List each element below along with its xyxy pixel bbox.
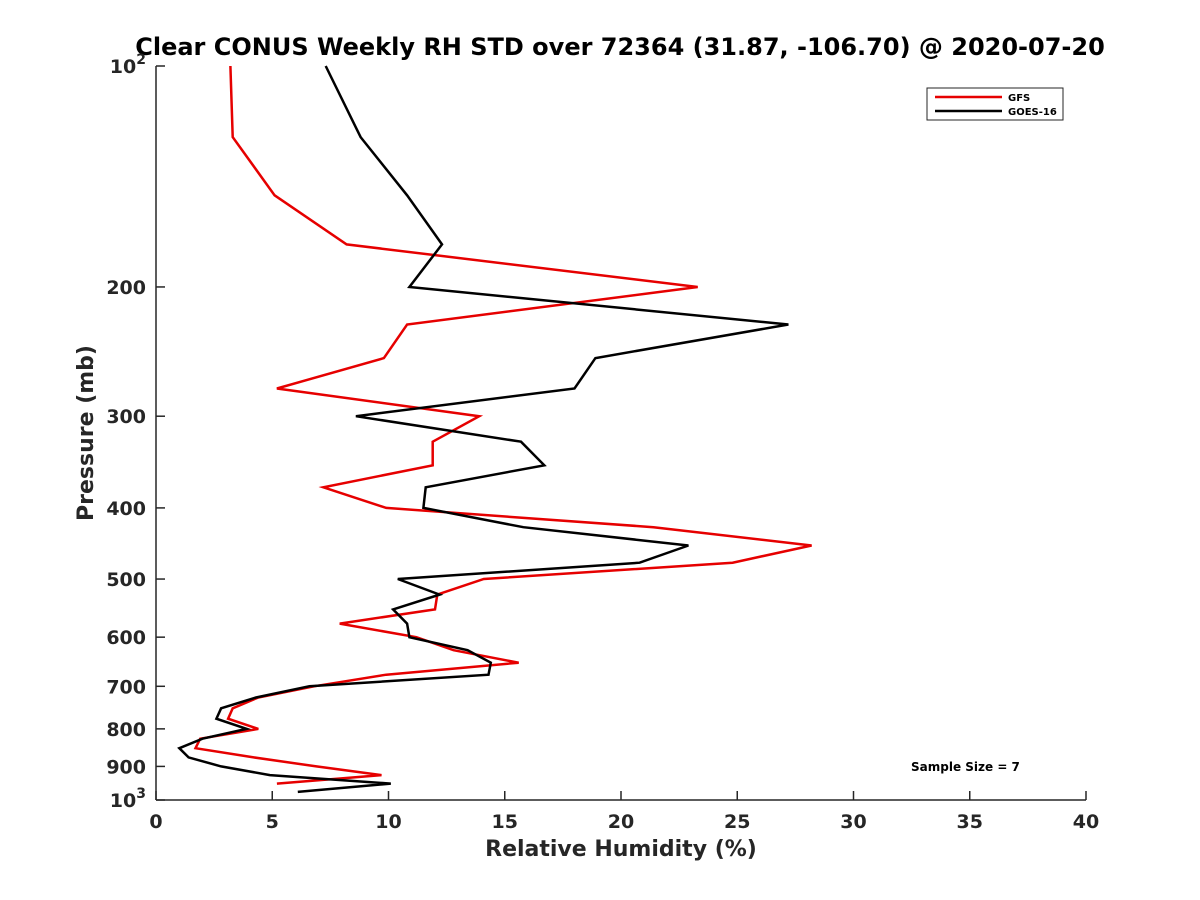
y-tick-exponent: 3 <box>136 786 146 802</box>
plot-area: 0 5 10 15 20 25 30 35 40 10220030040050060070080… <box>106 52 1099 833</box>
series-line-gfs <box>193 65 812 785</box>
legend-label: GFS <box>1008 93 1030 104</box>
sample-size-annotation: Sample Size = 7 <box>911 760 1020 774</box>
y-tick-base: 700 <box>106 676 146 698</box>
y-tick-base: 900 <box>106 756 146 778</box>
y-tick-label: 500 <box>106 569 146 591</box>
y-tick-label: 900 <box>106 756 146 778</box>
y-tick-exponent: 2 <box>136 52 146 68</box>
y-tick-base: 300 <box>106 406 146 428</box>
y-tick-label: 102 <box>110 52 146 78</box>
y-tick-label: 200 <box>106 277 146 299</box>
x-tick-label: 35 <box>957 811 983 833</box>
legend-label: GOES-16 <box>1008 107 1057 118</box>
y-axis-label: Pressure (mb) <box>74 345 99 521</box>
x-tick-label: 15 <box>492 811 518 833</box>
x-tick-label: 30 <box>840 811 866 833</box>
x-tick-label: 10 <box>375 811 401 833</box>
legend-box <box>926 87 1064 121</box>
x-tick-label: 25 <box>724 811 750 833</box>
x-tick-label: 20 <box>608 811 634 833</box>
x-ticks: 0 5 10 15 20 25 30 35 40 <box>149 791 1099 833</box>
y-tick-label: 800 <box>106 719 146 741</box>
chart-title: Clear CONUS Weekly RH STD over 72364 (31… <box>135 33 1105 61</box>
series-line-goes-16 <box>177 65 789 794</box>
x-tick-label: 5 <box>266 811 279 833</box>
x-tick-label: 0 <box>149 811 162 833</box>
x-tick-label: 40 <box>1073 811 1099 833</box>
y-tick-label: 400 <box>106 498 146 520</box>
y-tick-label: 700 <box>106 676 146 698</box>
y-tick-base: 10 <box>110 56 136 78</box>
y-tick-label: 600 <box>106 627 146 649</box>
series-lines <box>177 65 812 794</box>
x-axis-label: Relative Humidity (%) <box>485 837 757 862</box>
y-tick-base: 400 <box>106 498 146 520</box>
y-tick-base: 800 <box>106 719 146 741</box>
y-tick-base: 10 <box>110 790 136 812</box>
y-tick-base: 500 <box>106 569 146 591</box>
y-tick-base: 200 <box>106 277 146 299</box>
y-tick-label: 103 <box>110 786 146 812</box>
legend: GFS GOES-16 <box>926 87 1064 121</box>
y-tick-base: 600 <box>106 627 146 649</box>
y-tick-label: 300 <box>106 406 146 428</box>
